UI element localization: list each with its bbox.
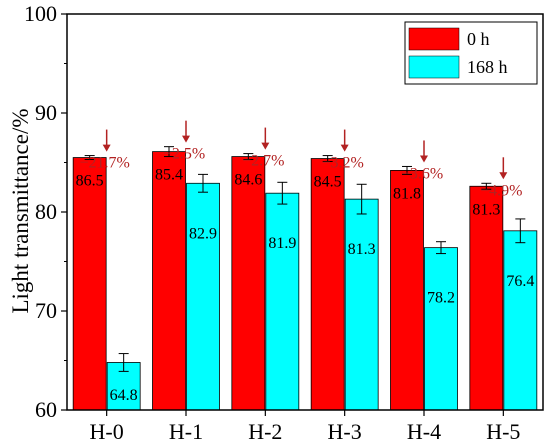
bar-series2-H-3	[344, 198, 379, 411]
legend-swatch-series2	[408, 55, 460, 79]
y-tick-label-100: 100	[24, 1, 57, 26]
change-annotations-layer: −21.7% −2.5% −2.7% −3.2% −3.6% −4.9%	[79, 120, 523, 199]
change-arrow-head-H-1	[182, 135, 190, 143]
change-arrow-head-H-2	[261, 142, 270, 150]
change-label-H-2: −2.7%	[242, 153, 284, 170]
bar-series1-H-3	[310, 158, 345, 411]
bar-series1-H-4	[390, 170, 424, 411]
change-arrow-head-H-5	[499, 172, 508, 180]
x-tick-label-H-0: H-0	[90, 419, 124, 444]
change-arrow-head-H-4	[420, 155, 428, 163]
change-label-H-4: −3.6%	[401, 165, 443, 182]
legend-label-series2: 168 h	[467, 57, 508, 77]
error-bars-layer	[84, 146, 526, 372]
legend-swatch-series1	[408, 27, 460, 51]
bar-series1-H-0	[72, 157, 107, 411]
change-arrow-head-H-3	[340, 144, 349, 152]
bar-series1-H-1	[152, 151, 186, 411]
bar-series1-H-5	[469, 185, 504, 411]
x-tick-label-H-4: H-4	[407, 419, 441, 444]
bar-series1-H-2	[231, 156, 266, 411]
change-label-H-0: −21.7%	[79, 155, 129, 172]
value-label-series1-H-3: 84.5	[314, 174, 342, 191]
legend: 0 h 168 h	[404, 21, 538, 85]
legend-label-series1: 0 h	[467, 29, 490, 49]
x-tick-label-H-3: H-3	[328, 419, 362, 444]
bar-series2-H-1	[186, 182, 220, 411]
y-tick-label-80: 80	[35, 199, 57, 224]
x-tick-label-H-5: H-5	[486, 419, 520, 444]
x-tick-label-H-1: H-1	[169, 419, 203, 444]
y-axis-label: Light transmittance/%	[8, 108, 33, 313]
change-label-H-5: −4.9%	[480, 182, 522, 199]
value-labels-layer: 86.5 64.8 85.4 82.9 84.6 81.9 84.5 81.3 81.8 78.2…	[76, 167, 535, 404]
y-tick-label-90: 90	[35, 100, 57, 125]
y-tick-label-60: 60	[35, 397, 57, 422]
change-label-H-3: −3.2%	[321, 155, 363, 172]
axes-layer: H-0 H-1 H-2 H-3 H-4 H-5 60 70 80 90 100	[24, 1, 544, 444]
bar-series2-H-4	[424, 247, 458, 411]
value-label-series1-H-5: 81.3	[472, 201, 500, 218]
value-label-series1-H-4: 81.8	[393, 185, 421, 202]
bars-layer	[72, 151, 538, 411]
x-tick-label-H-2: H-2	[248, 419, 282, 444]
value-label-series2-H-4: 78.2	[427, 290, 455, 307]
value-label-series1-H-0: 86.5	[76, 173, 104, 190]
value-label-series2-H-2: 81.9	[268, 235, 296, 252]
bar-series2-H-2	[265, 192, 300, 411]
change-arrow-head-H-0	[102, 144, 111, 152]
value-label-series2-H-1: 82.9	[189, 225, 217, 242]
y-tick-label-70: 70	[35, 298, 57, 323]
value-label-series1-H-1: 85.4	[155, 167, 183, 184]
change-label-H-1: −2.5%	[163, 146, 205, 163]
value-label-series2-H-0: 64.8	[110, 387, 138, 404]
value-label-series1-H-2: 84.6	[234, 172, 262, 189]
value-label-series2-H-3: 81.3	[348, 241, 376, 258]
value-label-series2-H-5: 76.4	[506, 273, 534, 290]
bar-series2-H-5	[503, 230, 538, 411]
